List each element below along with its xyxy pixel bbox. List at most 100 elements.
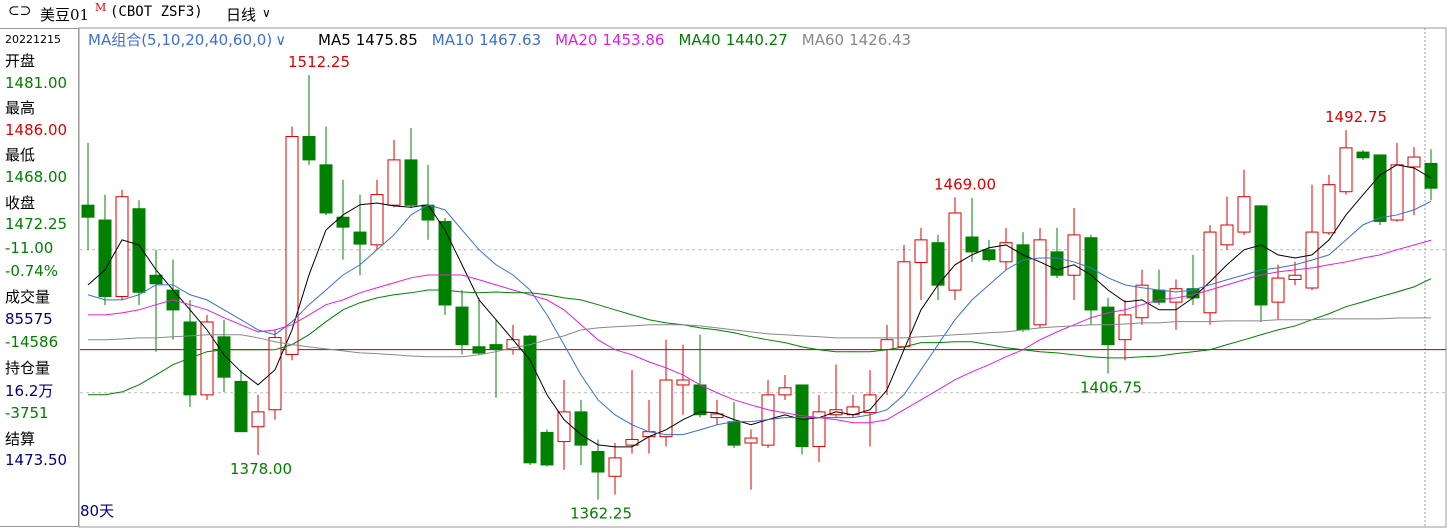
legend-name: MA5 [318,31,351,49]
candle-body [693,384,707,416]
candle-body [931,242,945,286]
candle-body [982,249,996,261]
candle-body [1271,277,1285,303]
info-row: 85575 [5,309,53,328]
candle-body [761,394,775,446]
ma-line [87,164,1432,448]
candle-body [659,379,673,438]
info-row: 1468.00 [5,168,68,186]
ma-line [88,239,1432,424]
ma-line [87,200,1432,436]
candle-body [1305,231,1319,289]
dropdown-arrow: ∨ [275,31,286,49]
info-panel: 20221215 开盘 1481.00 最高 1486.00 最低 1468.00 收盘 147… [0,28,79,527]
candle-body [1322,184,1336,234]
candle-body [1118,314,1132,341]
high-label: 1512.25 [288,53,350,71]
candle-body [778,387,792,396]
legend-name: MA40 [678,31,720,49]
legend-value: 1475.85 [356,31,418,49]
candle-body [1016,244,1030,331]
candle-body [1067,234,1081,276]
candle-body [81,204,95,218]
symbol-superscript: M [95,1,107,14]
toolbar: ⊂⊃ 美豆01 M (CBOT ZSF3) 日线 ∨ [0,0,1447,27]
period-selector[interactable]: 日线 [226,6,257,24]
info-row: 1472.25 [5,215,68,234]
candle-body [1407,156,1421,168]
candle-body [965,236,979,253]
candle-body [1186,288,1200,299]
low-label: 1362.25 [570,505,632,523]
candle-body [795,384,809,448]
candle-body [421,204,435,221]
candle-body [404,159,418,206]
candle-body [251,411,265,428]
ma-line [88,278,1432,396]
candle-body [1220,224,1234,246]
symbol-title[interactable]: 美豆01 [40,6,90,24]
link-icon[interactable]: ⊂⊃ [8,3,32,19]
candle-body [1152,289,1166,303]
candle-body [1169,288,1183,303]
candle-body [234,380,248,433]
legend-value: 1453.86 [602,31,664,49]
candle-body [999,242,1013,263]
legend-value: 1426.43 [849,31,911,49]
candle-body [1033,239,1047,326]
candle-body [1356,151,1370,159]
candle-body [557,411,571,443]
candle-body [285,136,299,356]
candle-body [200,321,214,396]
legend-name: MA20 [555,31,597,49]
info-row: 最低 [5,146,36,165]
candle-body [727,421,741,446]
candle-body [115,196,129,297]
candle-body [625,438,639,446]
candle-body [166,289,180,311]
high-label: 1492.75 [1325,108,1387,126]
candle-body [846,406,860,416]
candle-body [1084,237,1098,311]
info-row: 1486.00 [5,120,68,139]
candle-body [1050,251,1064,276]
ma-line [88,317,1432,358]
ma-group-label[interactable]: MA组合(5,10,20,40,60,0) [88,31,272,49]
legend-value: 1440.27 [726,31,788,49]
candle-body [880,339,894,351]
candle-body [574,411,588,446]
candle-body [897,261,911,348]
info-row: 结算 [5,429,36,448]
candle-body [863,394,877,414]
candle-body [268,337,282,411]
info-row: 最高 [5,99,36,118]
candle-body [710,413,724,419]
candle-body [506,339,520,351]
candle-body [370,194,384,246]
candle-body [1339,147,1353,193]
info-row: 16.2万 [5,382,54,401]
candle-body [353,231,367,245]
candle-body [438,220,452,306]
low-label: 1406.75 [1080,379,1142,397]
info-row: -14586 [5,333,59,352]
info-row: -0.74% [5,262,59,281]
candle-body [489,344,503,351]
candle-body [1288,274,1302,280]
candle-body [523,335,537,464]
symbol-code: (CBOT ZSF3) [110,4,203,20]
low-label: 1378.00 [230,460,292,478]
candle-body [336,216,350,228]
candle-body [948,212,962,291]
legend-name: MA60 [802,31,844,49]
info-row: 收盘 [5,193,36,212]
candle-body [455,306,469,346]
dropdown-arrow[interactable]: ∨ [262,6,271,20]
info-row: 1481.00 [5,73,68,92]
candle-body [302,136,316,161]
info-row: 1473.50 [5,451,68,470]
candle-body [642,431,656,438]
candle-body [319,164,333,214]
